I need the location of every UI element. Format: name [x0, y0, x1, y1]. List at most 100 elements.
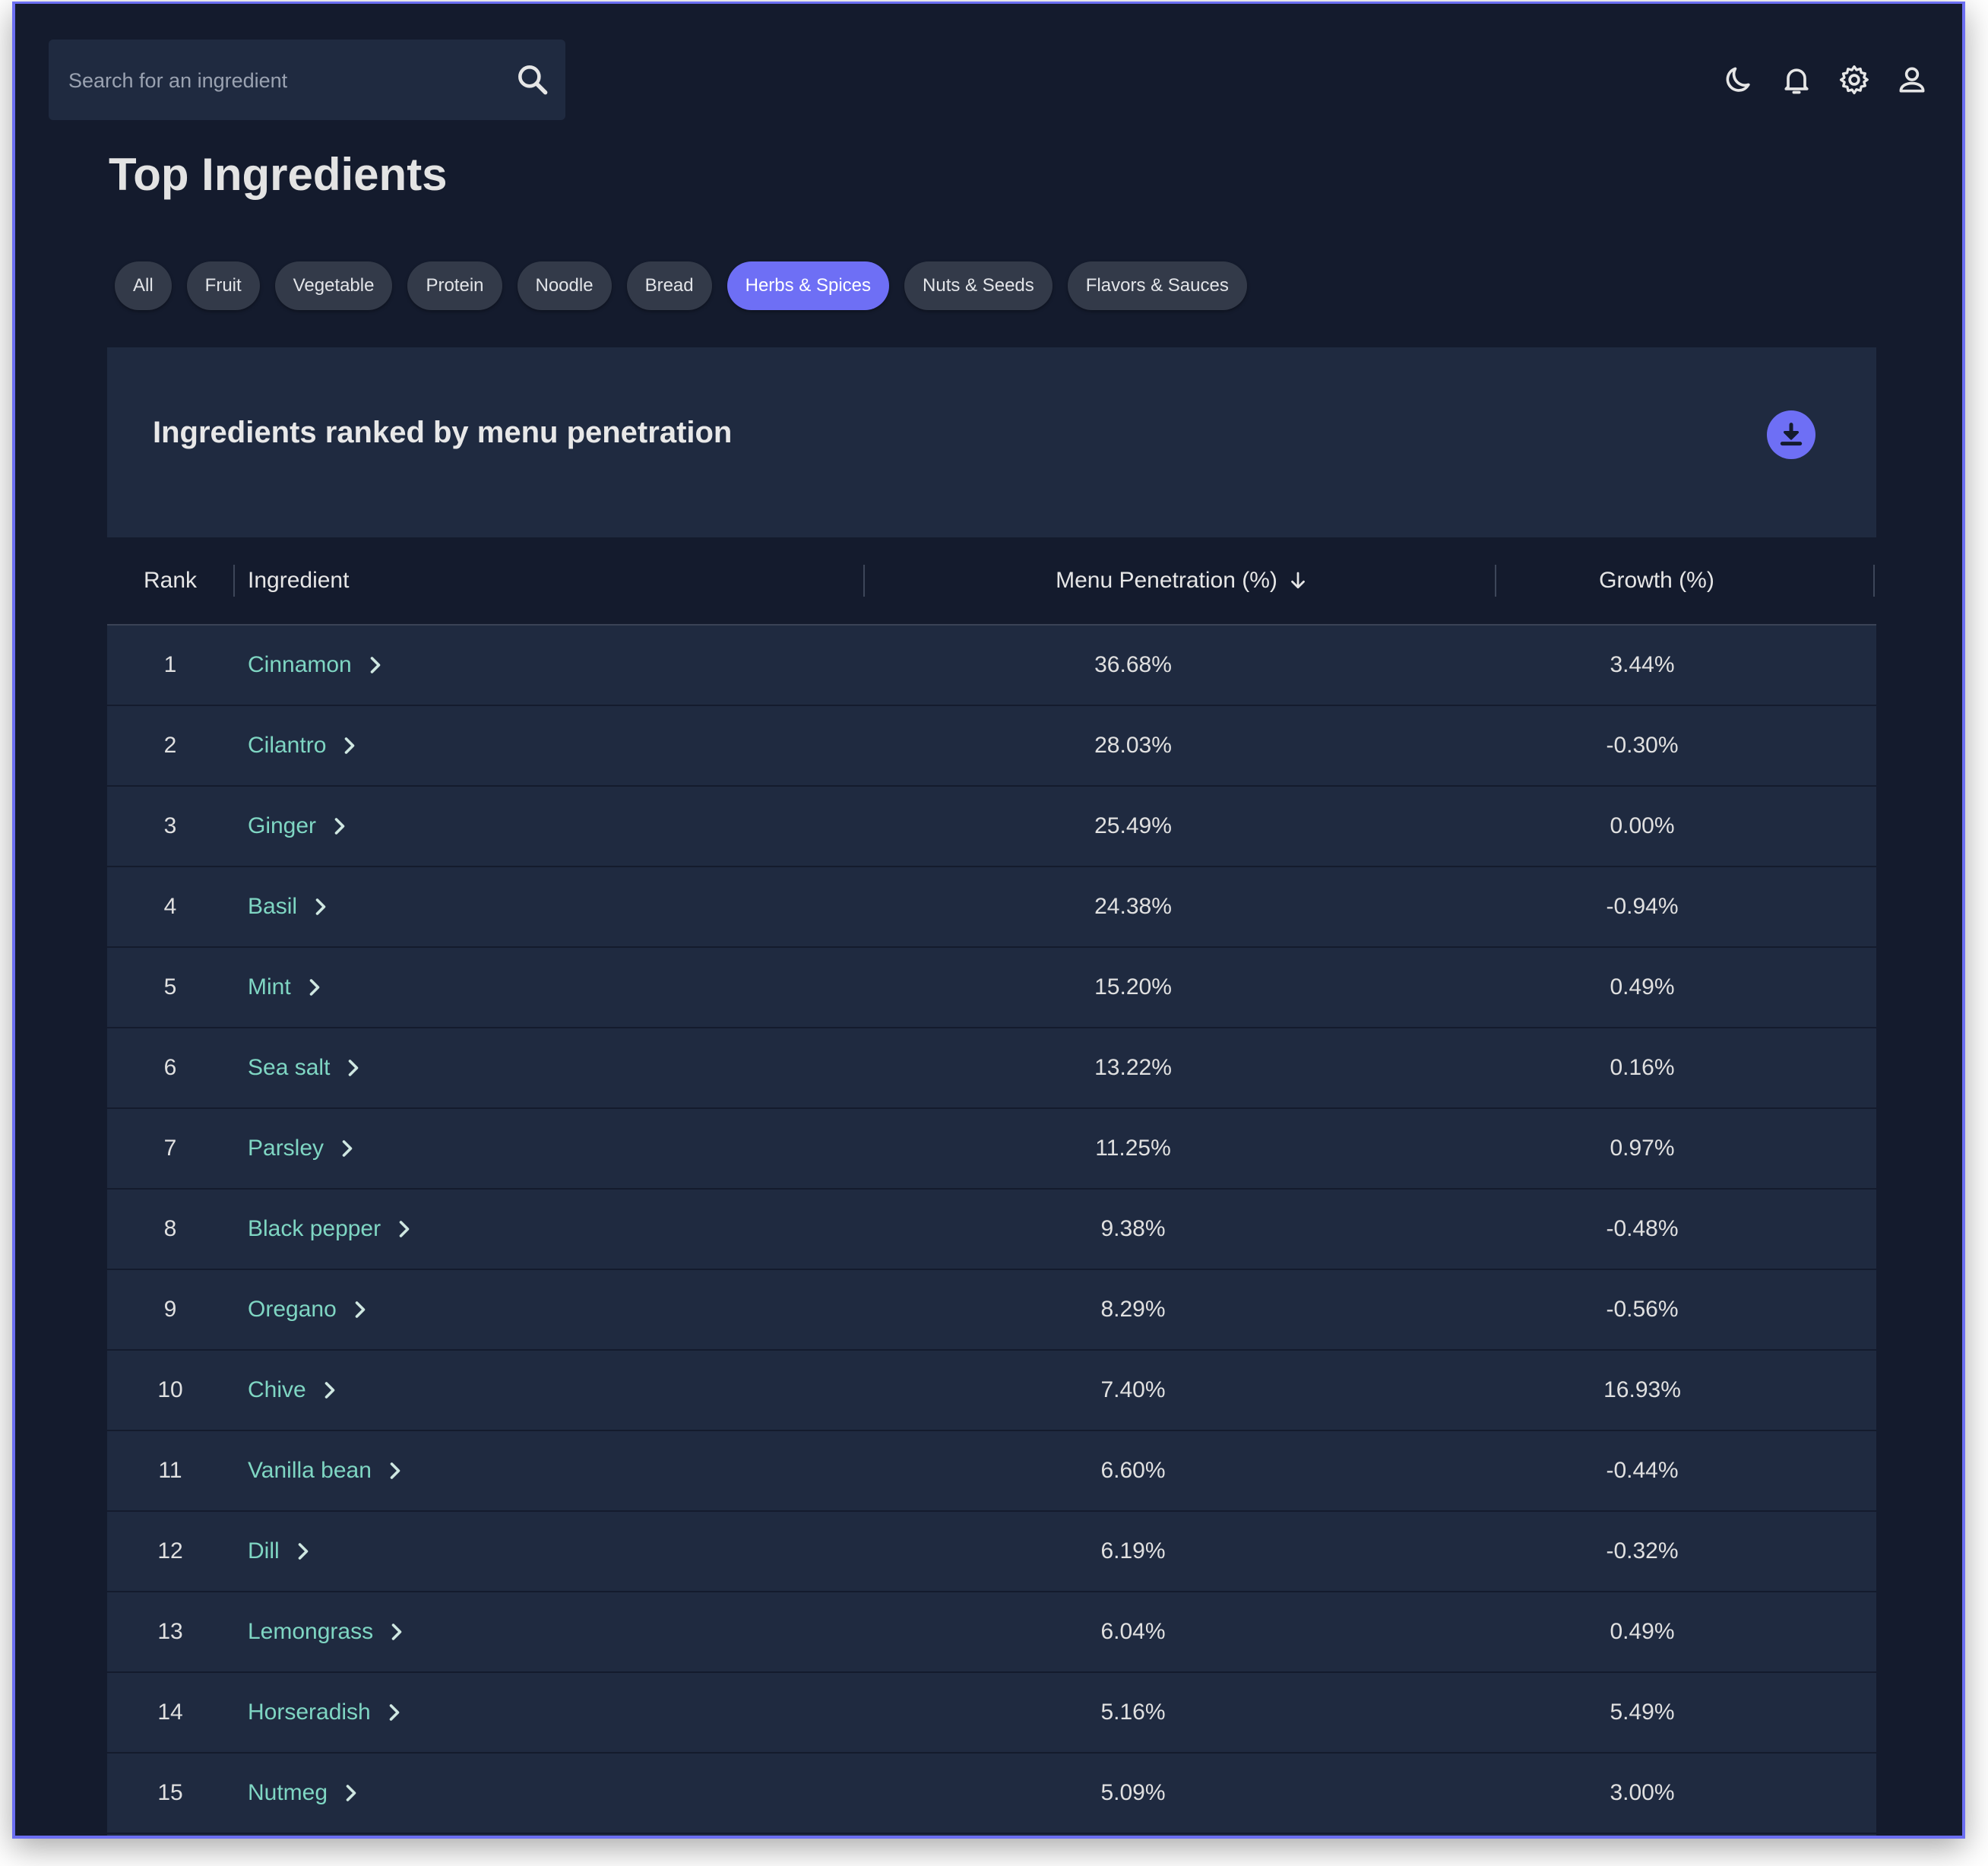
column-divider[interactable] [1495, 565, 1496, 597]
ingredient-link[interactable]: Mint [248, 948, 321, 1027]
ingredient-link[interactable]: Ginger [248, 787, 347, 866]
ingredient-link[interactable]: Parsley [248, 1109, 354, 1188]
penetration-cell: 6.19% [1100, 1538, 1166, 1563]
table-row: 9 Oregano 8.29% -0.56% [107, 1270, 1876, 1351]
table-row: 14 Horseradish 5.16% 5.49% [107, 1673, 1876, 1754]
ingredient-name: Oregano [248, 1297, 337, 1322]
app-window: Top Ingredients All Fruit Vegetable Prot… [12, 2, 1965, 1839]
ingredient-link[interactable]: Vanilla bean [248, 1431, 402, 1510]
filter-chip-protein[interactable]: Protein [407, 261, 502, 310]
ingredient-link[interactable]: Cinnamon [248, 626, 382, 705]
column-header-ingredient[interactable]: Ingredient [248, 568, 350, 593]
table-row: 15 Nutmeg 5.09% 3.00% [107, 1754, 1876, 1834]
table-row: 1 Cinnamon 36.68% 3.44% [107, 626, 1876, 706]
filter-chip-bread[interactable]: Bread [626, 261, 712, 310]
ingredient-link[interactable]: Horseradish [248, 1673, 401, 1752]
chevron-right-icon [342, 1140, 353, 1157]
rank-cell: 1 [163, 652, 177, 677]
filter-chip-nuts-seeds[interactable]: Nuts & Seeds [904, 261, 1053, 310]
growth-cell: 0.49% [1610, 974, 1675, 1000]
penetration-cell: 6.04% [1100, 1619, 1166, 1644]
table-body: 1 Cinnamon 36.68% 3.44% 2 Cilantro 28.03… [107, 626, 1876, 1834]
ingredient-name: Cinnamon [248, 652, 352, 677]
column-divider[interactable] [863, 565, 865, 597]
column-header-growth[interactable]: Growth (%) [1599, 568, 1714, 593]
ingredient-link[interactable]: Sea salt [248, 1028, 360, 1107]
growth-cell: 0.97% [1610, 1136, 1675, 1161]
filter-chip-all[interactable]: All [115, 261, 172, 310]
chevron-right-icon [345, 737, 355, 754]
growth-cell: -0.48% [1606, 1216, 1679, 1241]
filter-chip-herbs-spices[interactable]: Herbs & Spices [727, 261, 890, 310]
chevron-right-icon [389, 1704, 400, 1721]
ingredient-name: Nutmeg [248, 1780, 328, 1805]
rank-cell: 2 [163, 733, 177, 758]
download-icon [1780, 423, 1803, 446]
filter-chip-vegetable[interactable]: Vegetable [274, 261, 393, 310]
ingredient-name: Sea salt [248, 1055, 331, 1080]
ingredient-name: Chive [248, 1377, 306, 1402]
table-header: Rank Ingredient Menu Penetration (%) Gro… [107, 537, 1876, 626]
ingredient-name: Cilantro [248, 733, 327, 758]
search-input[interactable] [67, 40, 495, 122]
ingredient-link[interactable]: Nutmeg [248, 1754, 358, 1833]
ingredient-link[interactable]: Lemongrass [248, 1592, 404, 1671]
growth-cell: -0.44% [1606, 1458, 1679, 1483]
ingredient-name: Mint [248, 974, 291, 1000]
column-header-penetration[interactable]: Menu Penetration (%) [867, 537, 1498, 624]
penetration-cell: 11.25% [1095, 1136, 1171, 1161]
ingredient-link[interactable]: Basil [248, 867, 328, 946]
ingredient-link[interactable]: Oregano [248, 1270, 367, 1349]
column-header-rank[interactable]: Rank [143, 568, 198, 593]
search-bar [49, 40, 565, 122]
chevron-right-icon [391, 1624, 402, 1640]
moon-icon[interactable] [1722, 63, 1755, 97]
bell-icon[interactable] [1780, 63, 1813, 97]
ingredient-link[interactable]: Black pepper [248, 1190, 411, 1269]
chevron-right-icon [334, 818, 345, 835]
ingredient-name: Vanilla bean [248, 1458, 372, 1483]
growth-cell: -0.56% [1606, 1297, 1679, 1322]
column-divider[interactable] [233, 565, 235, 597]
filter-chip-noodle[interactable]: Noodle [517, 261, 612, 310]
chevron-right-icon [355, 1301, 366, 1318]
search-icon[interactable] [514, 61, 552, 99]
chevron-right-icon [315, 898, 326, 915]
growth-cell: -0.32% [1606, 1538, 1679, 1563]
ranking-panel: Ingredients ranked by menu penetration R… [107, 347, 1876, 1836]
penetration-cell: 7.40% [1100, 1377, 1166, 1402]
ingredient-name: Parsley [248, 1136, 324, 1161]
chevron-right-icon [349, 1060, 359, 1076]
penetration-cell: 28.03% [1094, 733, 1172, 758]
sort-arrow-down-icon [1291, 572, 1305, 589]
ingredient-name: Dill [248, 1538, 280, 1563]
ingredient-link[interactable]: Chive [248, 1351, 337, 1430]
rank-cell: 3 [163, 813, 177, 838]
column-divider[interactable] [1873, 565, 1875, 597]
panel-title: Ingredients ranked by menu penetration [153, 416, 733, 449]
rank-cell: 11 [158, 1458, 182, 1483]
growth-cell: 3.44% [1610, 652, 1675, 677]
penetration-cell: 13.22% [1094, 1055, 1172, 1080]
table-row: 8 Black pepper 9.38% -0.48% [107, 1190, 1876, 1270]
filter-chip-flavors-sauces[interactable]: Flavors & Sauces [1067, 261, 1247, 310]
table-row: 5 Mint 15.20% 0.49% [107, 948, 1876, 1028]
penetration-cell: 24.38% [1094, 894, 1172, 919]
gear-icon[interactable] [1838, 63, 1871, 97]
ingredient-link[interactable]: Dill [248, 1512, 310, 1591]
penetration-cell: 8.29% [1100, 1297, 1166, 1322]
penetration-cell: 25.49% [1094, 813, 1172, 838]
penetration-cell: 15.20% [1094, 974, 1172, 1000]
rank-cell: 7 [163, 1136, 177, 1161]
rank-cell: 4 [163, 894, 177, 919]
penetration-cell: 5.09% [1100, 1780, 1166, 1805]
ingredient-link[interactable]: Cilantro [248, 706, 356, 785]
table-row: 12 Dill 6.19% -0.32% [107, 1512, 1876, 1592]
ingredient-name: Ginger [248, 813, 317, 838]
ingredient-name: Black pepper [248, 1216, 381, 1241]
download-button[interactable] [1767, 410, 1815, 459]
filter-chip-fruit[interactable]: Fruit [186, 261, 260, 310]
ingredient-name: Lemongrass [248, 1619, 374, 1644]
user-icon[interactable] [1895, 63, 1929, 97]
table-row: 11 Vanilla bean 6.60% -0.44% [107, 1431, 1876, 1512]
